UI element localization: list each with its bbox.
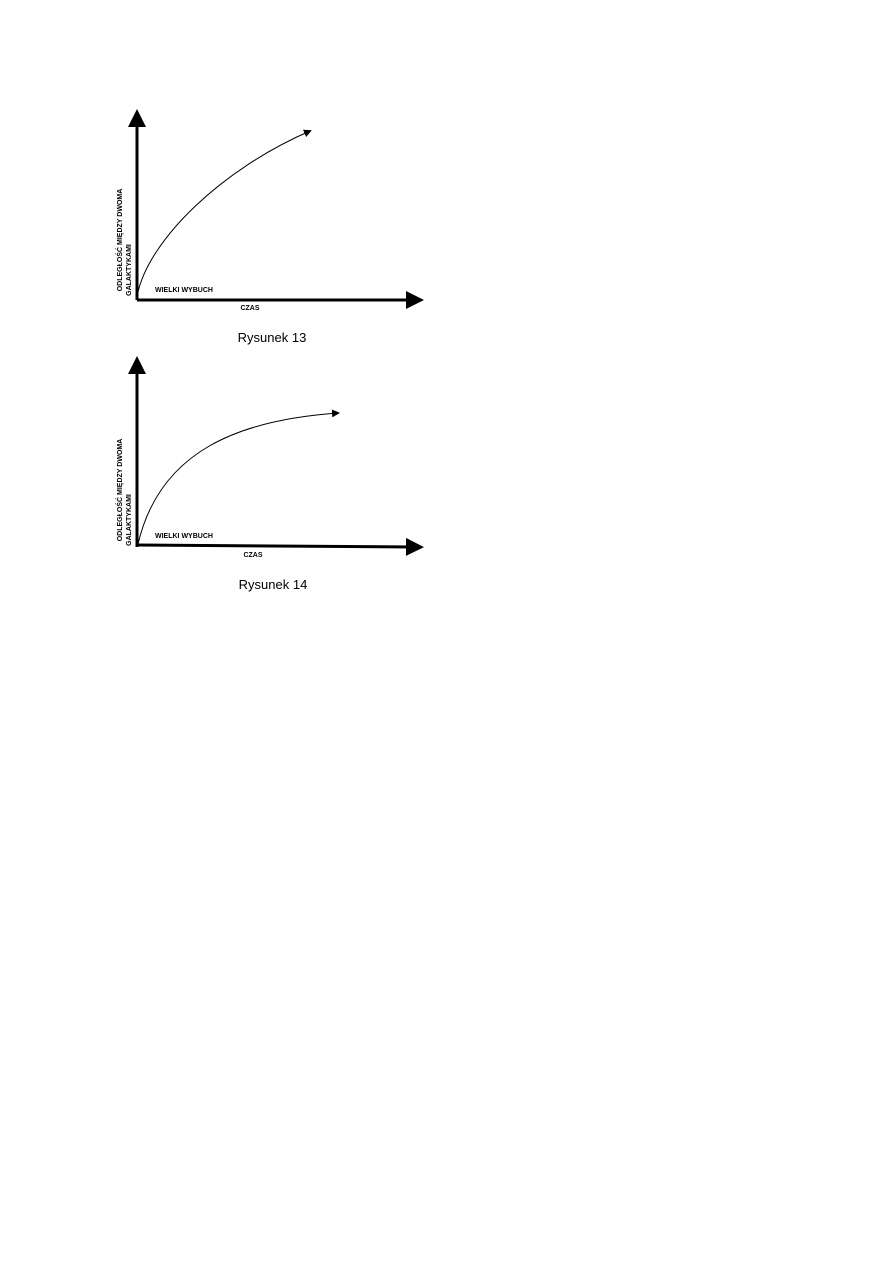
x-label: CZAS (243, 552, 262, 559)
curve (137, 129, 312, 293)
start-label: WIELKI WYBUCH (155, 287, 213, 294)
figure: ODLEGŁOŚĆ MIĘDZY DWOMA GALAKTYKAMI WIELK… (115, 109, 424, 345)
x-axis (136, 537, 424, 556)
caption: Rysunek 13 (238, 330, 307, 345)
y-label: GALAKTYKAMI (126, 494, 133, 546)
curve (137, 409, 340, 545)
caption: Rysunek 14 (239, 577, 308, 592)
y-label: GALAKTYKAMI (126, 244, 133, 296)
y-label: ODLEGŁOŚĆ MIĘDZY DWOMA (115, 189, 124, 292)
y-label: ODLEGŁOŚĆ MIĘDZY DWOMA (115, 439, 124, 542)
figure: ODLEGŁOŚĆ MIĘDZY DWOMA GALAKTYKAMI WIELK… (115, 356, 424, 592)
x-label: CZAS (240, 305, 259, 312)
start-label: WIELKI WYBUCH (155, 533, 213, 540)
